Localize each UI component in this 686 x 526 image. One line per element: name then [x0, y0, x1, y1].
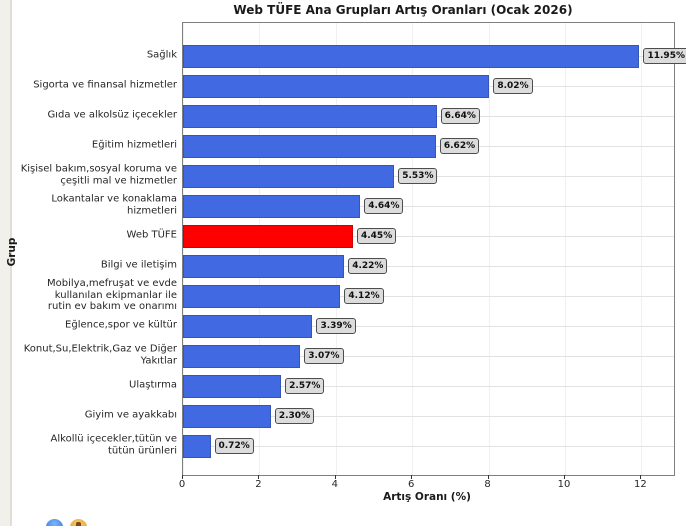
- gridline-vertical: [412, 23, 414, 475]
- x-tick-label: 4: [331, 479, 338, 490]
- x-tick-label: 10: [557, 479, 571, 490]
- bar-value-label: 4.12%: [344, 288, 384, 304]
- category-label: Bilgi ve iletişim: [100, 259, 177, 271]
- bar: [183, 164, 395, 188]
- bar: [183, 104, 437, 128]
- bar-value-label: 6.62%: [439, 138, 480, 154]
- bar: [183, 194, 361, 218]
- x-tick-label: 2: [255, 479, 262, 490]
- bar: [183, 74, 490, 98]
- chart-title: Web TÜFE Ana Grupları Artış Oranları (Oc…: [233, 3, 573, 17]
- blue-circle-emoji-icon: [46, 519, 63, 526]
- gridline-vertical: [641, 23, 643, 475]
- bar: [183, 404, 271, 428]
- bar-value-label: 11.95%: [643, 48, 686, 64]
- bar-value-label: 3.39%: [316, 318, 356, 334]
- gridline-horizontal: [183, 266, 674, 267]
- x-axis-label: Artış Oranı (%): [383, 491, 471, 503]
- gridline-horizontal: [183, 206, 674, 207]
- gridline-horizontal: [183, 296, 674, 297]
- category-label: Alkollü içecekler,tütün ve tütün ürünler…: [50, 433, 177, 457]
- category-label: Sağlık: [146, 49, 177, 61]
- x-tick-label: 12: [634, 479, 647, 490]
- bar: [183, 374, 282, 398]
- category-label: Gıda ve alkolsüz içecekler: [47, 109, 177, 121]
- gridline-vertical: [259, 23, 261, 475]
- window-edge-strip: [0, 0, 10, 526]
- gridline-vertical: [183, 23, 184, 475]
- category-label: Konut,Su,Elektrik,Gaz ve Diğer Yakıtlar: [23, 343, 177, 367]
- bar: [183, 434, 211, 458]
- bar: [183, 284, 341, 308]
- bar-value-label: 4.45%: [356, 228, 397, 244]
- category-label: Web TÜFE: [126, 229, 177, 241]
- bar-value-label: 0.72%: [214, 438, 254, 454]
- bar-value-label: 3.07%: [304, 348, 344, 364]
- window-edge-divider: [10, 0, 12, 526]
- category-label: Ulaştırma: [129, 379, 177, 391]
- bar: [183, 134, 436, 158]
- category-label: Sigorta ve finansal hizmetler: [33, 79, 177, 91]
- bar-value-label: 2.30%: [274, 408, 315, 424]
- category-label: Giyim ve ayakkabı: [84, 409, 177, 421]
- gridline-horizontal: [183, 386, 674, 387]
- bar: [183, 344, 301, 368]
- category-label: Eğlence,spor ve kültür: [65, 319, 177, 331]
- orange-emoji-detail: [76, 522, 81, 526]
- bar: [183, 314, 313, 338]
- bar-value-label: 2.57%: [285, 378, 325, 394]
- category-label: Kişisel bakım,sosyal koruma ve çeşitli m…: [20, 163, 177, 187]
- gridline-vertical: [335, 23, 337, 475]
- bar-value-label: 4.64%: [364, 198, 404, 214]
- bar: [183, 44, 640, 68]
- plot-area: 11.95% 8.02% 6.64% 6.62% 5.53% 4.64% 4.45% 4.22…: [182, 22, 686, 476]
- gridline-horizontal: [183, 326, 674, 327]
- x-tick-label: 8: [484, 479, 491, 490]
- orange-emoji-icon: [70, 519, 87, 526]
- x-tick-label: 6: [408, 479, 415, 490]
- gridline-vertical: [565, 23, 566, 475]
- category-label: Eğitim hizmetleri: [91, 139, 177, 151]
- gridline-horizontal: [183, 416, 674, 417]
- bar-value-label: 5.53%: [398, 168, 438, 184]
- category-label: Lokantalar ve konaklama hizmetleri: [51, 193, 177, 217]
- x-tick-label: 0: [178, 479, 186, 490]
- gridline-horizontal: [183, 236, 674, 237]
- bar-value-label: 8.02%: [493, 78, 533, 94]
- bar: [183, 254, 345, 278]
- bar-highlight: [183, 224, 353, 248]
- gridline-horizontal: [183, 446, 674, 447]
- bar-value-label: 6.64%: [440, 108, 480, 124]
- y-axis-label: Grup: [6, 237, 18, 267]
- gridline-horizontal: [183, 356, 674, 357]
- category-label: Mobilya,mefruşat ve evde kullanılan ekip…: [47, 277, 177, 312]
- bar-value-label: 4.22%: [348, 258, 388, 274]
- gridline-vertical: [488, 23, 490, 475]
